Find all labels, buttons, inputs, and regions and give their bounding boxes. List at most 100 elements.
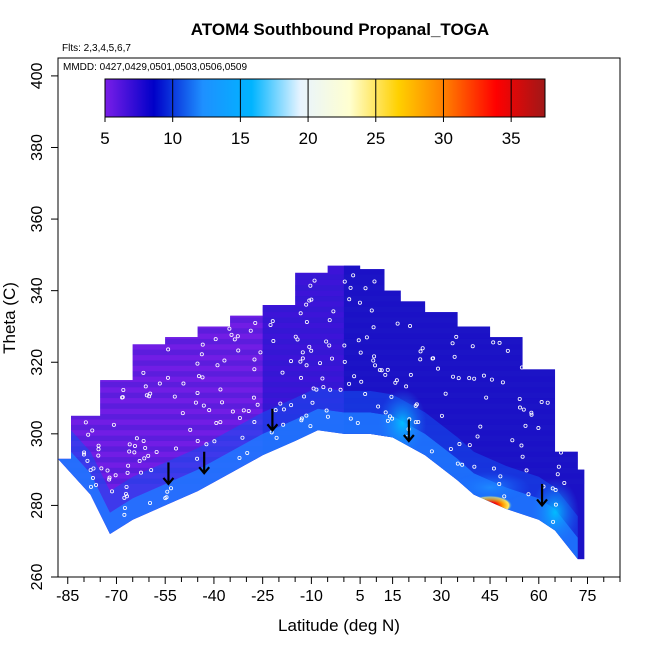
field-band bbox=[58, 285, 585, 291]
sample-point bbox=[86, 432, 91, 437]
colorbar: 5 10 15 20 25 30 35 bbox=[100, 78, 546, 148]
flights-note: Flts: 2,3,4,5,6,7 bbox=[62, 43, 131, 54]
sample-point bbox=[359, 379, 364, 384]
sample-point bbox=[110, 489, 115, 494]
dates-note: MMDD: 0427,0429,0501,0503,0506,0509 bbox=[63, 62, 247, 73]
sample-point bbox=[358, 350, 363, 355]
sample-point bbox=[364, 335, 369, 340]
sample-point bbox=[149, 468, 154, 473]
sample-point bbox=[166, 347, 171, 352]
sample-point bbox=[347, 297, 352, 302]
heatmap-field bbox=[58, 265, 585, 560]
sample-point bbox=[304, 302, 309, 307]
sample-point bbox=[377, 368, 382, 373]
sample-point bbox=[448, 446, 453, 451]
sample-point bbox=[241, 408, 246, 413]
sample-point bbox=[342, 279, 347, 284]
sample-point bbox=[505, 348, 510, 353]
sample-point bbox=[355, 420, 360, 425]
sample-point bbox=[200, 342, 205, 347]
sample-point bbox=[307, 298, 312, 303]
sample-point bbox=[553, 502, 558, 507]
sample-point bbox=[418, 357, 423, 362]
sample-point bbox=[299, 416, 304, 421]
sample-point bbox=[113, 473, 118, 478]
sample-point bbox=[324, 408, 329, 413]
sample-point bbox=[328, 387, 333, 392]
sample-point bbox=[137, 459, 142, 464]
sample-point bbox=[139, 470, 144, 475]
sample-point bbox=[318, 361, 323, 366]
arrow-head bbox=[266, 423, 279, 432]
arrow-head bbox=[198, 466, 211, 475]
sample-point bbox=[173, 446, 178, 451]
sample-point bbox=[122, 505, 127, 510]
sample-point bbox=[281, 407, 286, 412]
sample-point bbox=[268, 322, 273, 327]
sample-point bbox=[302, 394, 307, 399]
sample-point bbox=[126, 463, 131, 468]
sample-point bbox=[252, 357, 257, 362]
sample-point bbox=[454, 334, 459, 339]
sample-point bbox=[180, 411, 185, 416]
sample-point bbox=[165, 375, 170, 380]
sample-point bbox=[298, 359, 303, 364]
sample-point bbox=[529, 412, 534, 417]
sample-point bbox=[127, 449, 132, 454]
sample-point bbox=[357, 300, 362, 305]
sample-point bbox=[562, 480, 567, 485]
sample-point bbox=[309, 348, 314, 353]
sample-point bbox=[218, 387, 223, 392]
field-lower-band-2 bbox=[58, 387, 578, 538]
sample-point bbox=[289, 403, 294, 408]
sample-point bbox=[308, 283, 313, 288]
sample-point bbox=[141, 370, 146, 375]
sample-point bbox=[83, 420, 88, 425]
sample-point bbox=[304, 319, 309, 324]
sample-point bbox=[372, 354, 377, 359]
sample-point bbox=[484, 395, 489, 400]
sample-point bbox=[429, 449, 434, 454]
sample-point bbox=[309, 297, 314, 302]
x-tick-label: 30 bbox=[432, 588, 450, 605]
y-tick-label: 380 bbox=[29, 134, 46, 161]
sample-point bbox=[123, 491, 128, 496]
field-band bbox=[58, 296, 585, 302]
sample-point bbox=[148, 500, 153, 505]
sample-point bbox=[91, 466, 96, 471]
field-band bbox=[58, 328, 585, 334]
chart-title: ATOM4 Southbound Propanal_TOGA bbox=[191, 20, 489, 39]
colorbar-gradient bbox=[104, 78, 546, 118]
sample-point bbox=[394, 378, 399, 383]
x-axis: -85 -70 -55 -40 -25 -10 5 15 30 45 60 75 bbox=[56, 576, 621, 605]
sample-point bbox=[481, 373, 486, 378]
sample-point bbox=[502, 494, 507, 499]
sample-point bbox=[248, 328, 253, 333]
field-band bbox=[58, 381, 585, 388]
sample-point bbox=[181, 381, 186, 386]
sample-point bbox=[550, 486, 555, 491]
sample-point bbox=[389, 394, 394, 399]
sample-point bbox=[122, 512, 127, 517]
y-tick-label: 260 bbox=[29, 564, 46, 591]
sample-point bbox=[215, 363, 220, 368]
arrow-head bbox=[402, 434, 415, 443]
sample-point bbox=[342, 359, 347, 364]
sample-point bbox=[96, 447, 101, 452]
sample-point bbox=[280, 370, 285, 375]
sample-point bbox=[383, 372, 388, 377]
sample-point bbox=[308, 424, 313, 429]
field-band bbox=[58, 317, 585, 323]
sample-point bbox=[246, 408, 251, 413]
sample-point bbox=[404, 384, 409, 389]
sample-point bbox=[498, 474, 503, 479]
sample-point bbox=[307, 344, 312, 349]
sample-point bbox=[475, 434, 480, 439]
sample-point bbox=[142, 456, 147, 461]
sample-point bbox=[321, 385, 326, 390]
sample-point bbox=[416, 419, 421, 424]
sample-point bbox=[352, 374, 357, 379]
arrow-head bbox=[536, 498, 548, 508]
sample-point bbox=[413, 420, 418, 425]
sample-point bbox=[430, 356, 435, 361]
